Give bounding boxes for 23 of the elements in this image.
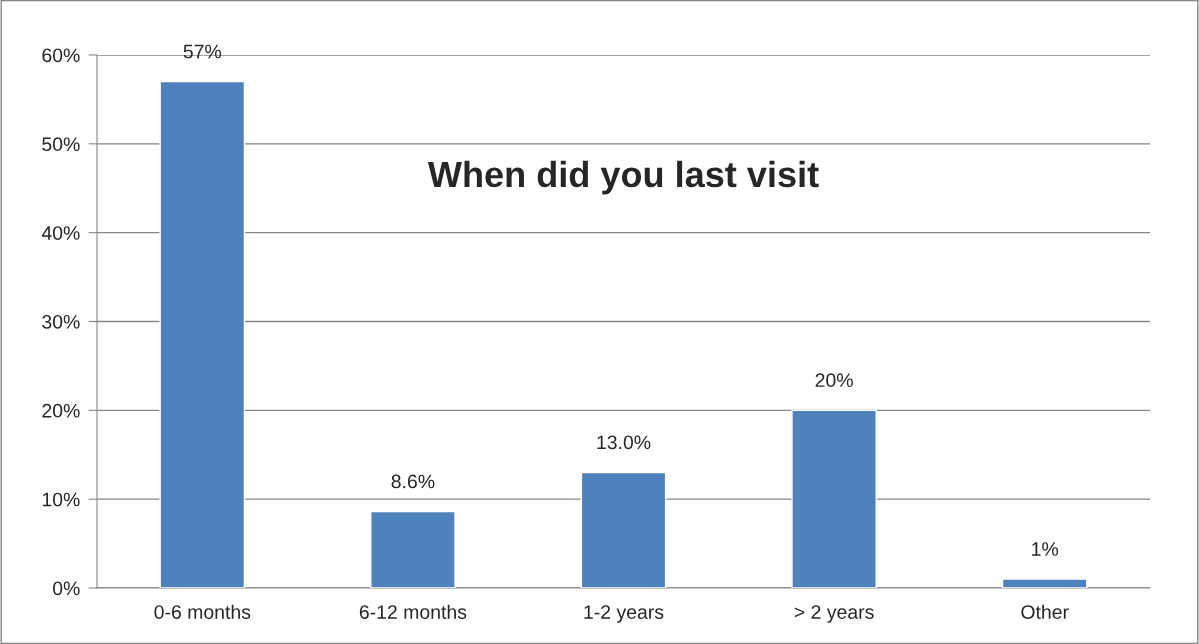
x-tick-label: > 2 years: [794, 605, 874, 623]
data-label: 13.0%: [597, 435, 651, 450]
y-tick-label: 60%: [42, 48, 80, 63]
data-label: 8.6%: [391, 474, 435, 489]
y-tick-label: 50%: [42, 137, 80, 152]
bar: [159, 80, 246, 588]
x-tick-label: 1-2 years: [584, 605, 664, 623]
bar: [580, 471, 667, 588]
y-tick-label: 20%: [42, 403, 80, 418]
x-tick-label: 6-12 months: [359, 604, 467, 619]
y-tick-label: 30%: [42, 314, 80, 329]
y-tick-label: 10%: [42, 492, 80, 507]
x-tick-label: Other: [1021, 604, 1069, 619]
x-tick-label: 0-6 months: [154, 604, 251, 619]
y-tick-label: 0%: [52, 581, 80, 596]
data-label: 1%: [1032, 542, 1059, 556]
data-label: 20%: [815, 373, 853, 388]
bar: [791, 409, 877, 588]
text: When did you last visit: [427, 160, 819, 195]
bar: [370, 510, 456, 588]
y-tick-label: 40%: [41, 226, 80, 240]
data-label: 57%: [183, 44, 222, 59]
bar: [1001, 578, 1088, 588]
